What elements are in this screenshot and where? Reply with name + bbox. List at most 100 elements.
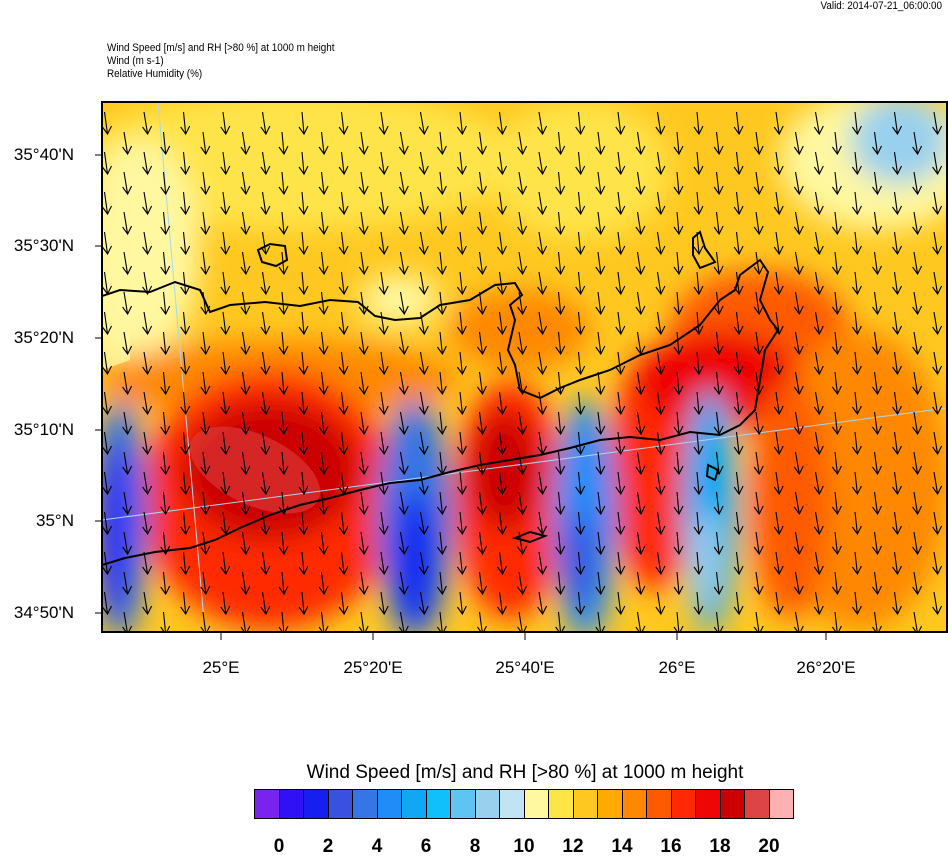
wind-arrow [635,371,646,396]
wind-arrow [378,271,389,296]
wind-arrow [298,391,309,416]
colorbar-title: Wind Speed [m/s] and RH [>80 %] at 1000 … [306,762,744,783]
wind-arrow [180,511,191,536]
wind-arrow [278,331,289,356]
wind-arrow [753,411,764,436]
wind-arrow [793,491,804,516]
header-line: Relative Humidity (%) [107,68,203,80]
wind-arrow [338,551,349,576]
wind-arrow [418,111,429,136]
colorbar-label: 18 [709,836,731,857]
wind-arrow [122,371,133,396]
lon-label: 25°20'E [343,658,403,677]
wind-arrow [635,291,646,316]
wind-arrow [83,212,92,234]
wind-arrow [831,251,842,276]
wind-arrow [456,391,467,416]
wind-arrow [851,511,862,536]
wind-arrow [180,591,191,616]
wind-arrow [240,491,251,516]
wind-arrow [436,211,447,236]
wind-arrow [793,251,804,276]
wind-arrow [655,191,666,216]
wind-arrow [398,171,409,196]
wind-arrow [793,531,804,556]
wind-arrow [298,311,309,336]
colorbar-swatch [745,790,770,818]
wind-arrow [378,551,389,576]
colorbar-swatch [647,790,672,818]
wind-arrow [673,331,684,356]
wind-arrow [398,411,409,436]
wind-arrow [418,231,429,256]
wind-arrow [932,111,943,136]
wind-arrow [655,151,666,176]
wind-arrow [102,511,112,536]
lat-label: 34°50'N [13,603,74,622]
wind-arrow [456,431,467,456]
wind-arrow [200,211,211,236]
wind-arrow [456,191,467,216]
wind-arrow [338,591,349,616]
wind-arrow [220,111,231,136]
wind-arrow [892,351,902,376]
wind-arrow [693,231,704,256]
wind-arrow [575,391,586,416]
wind-arrow [595,131,606,156]
wind-arrow [793,291,804,316]
wind-arrow [831,571,842,596]
wind-arrow [102,151,112,176]
wind-arrow [338,151,349,176]
wind-arrow [912,531,923,556]
wind-arrow [200,371,211,396]
wind-arrow [456,351,467,376]
wind-arrow [83,332,92,354]
wind-arrow [378,111,389,136]
wind-arrow [378,231,389,256]
wind-arrow [142,231,153,256]
wind-arrow [813,551,824,576]
wind-arrow [555,251,566,276]
wind-arrow [240,451,251,476]
wind-arrow [278,531,289,556]
wind-arrow [753,571,764,596]
wind-arrow [318,611,329,632]
wind-arrow [595,371,606,396]
lon-label: 25°E [202,658,240,677]
wind-arrow [872,531,882,556]
wind-arrow [555,131,566,156]
wind-arrow [793,171,804,196]
wind-arrow [398,491,409,516]
wind-arrow [831,611,842,632]
wind-arrow [260,511,271,536]
wind-arrow [278,571,289,596]
colorbar-swatch [475,790,500,818]
wind-arrow [298,351,309,376]
wind-arrow [912,131,923,156]
wind-arrow [477,291,487,316]
wind-arrow [418,591,429,616]
wind-arrow [713,371,724,396]
wind-arrow [655,471,666,496]
wind-arrow [456,591,467,616]
wind-arrow [240,611,251,632]
wind-arrow [575,351,586,376]
wind-arrow [220,471,231,496]
wind-arrow [575,431,586,456]
wind-arrow [595,211,606,236]
wind-arrow [398,291,409,316]
wind-arrow [477,531,487,556]
wind-arrow [338,391,349,416]
wind-arrow [298,591,309,616]
wind-arrow [398,371,409,396]
wind-arrow [892,191,902,216]
wind-arrow [83,452,92,474]
wind-arrow [436,371,447,396]
wind-arrow [338,431,349,456]
wind-arrow [892,431,902,456]
wind-arrow [278,411,289,436]
wind-arrow [358,251,369,276]
wind-arrow [102,111,112,136]
wind-arrow [673,531,684,556]
wind-arrow [813,351,824,376]
